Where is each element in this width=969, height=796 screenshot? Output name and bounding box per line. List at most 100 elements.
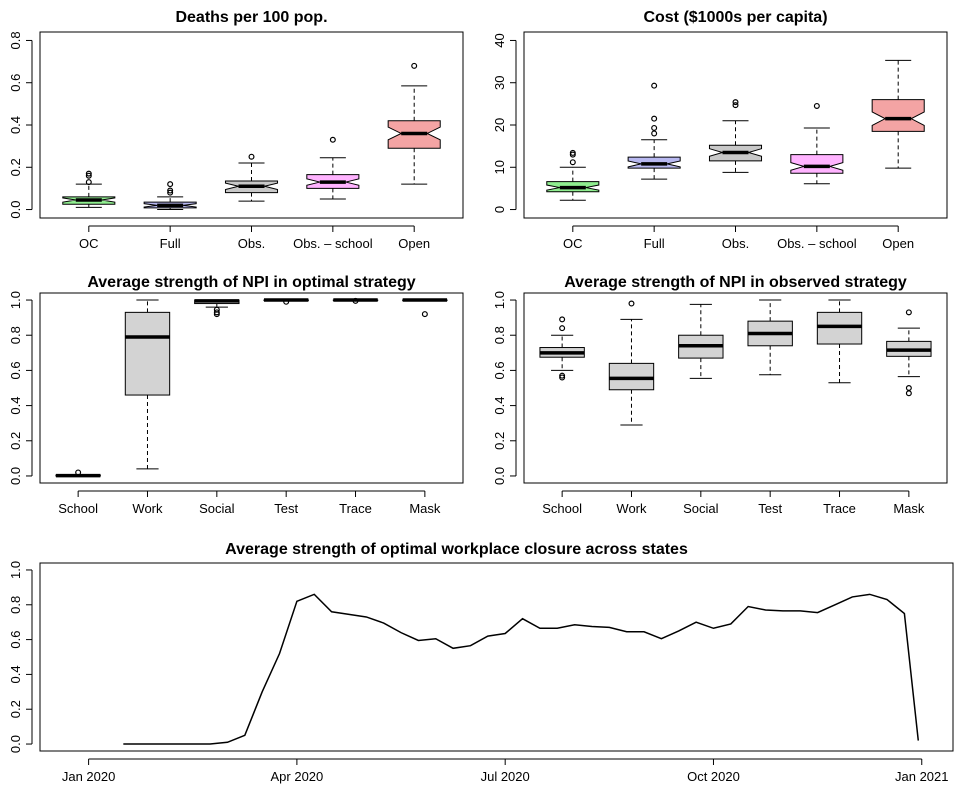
outlier-point xyxy=(75,469,82,476)
outlier-point xyxy=(329,136,336,143)
y-tick-label: 0.6 xyxy=(8,361,23,379)
x-tick-label: Mask xyxy=(409,501,441,516)
outlier-point xyxy=(421,311,428,318)
y-tick-label: 0.8 xyxy=(8,326,23,344)
x-tick-label: Social xyxy=(199,501,235,516)
x-tick-label: OC xyxy=(563,236,583,251)
y-tick-label: 0.6 xyxy=(8,74,23,92)
y-tick-label: 0.4 xyxy=(8,116,23,134)
outlier-point xyxy=(167,187,174,194)
outlier-point xyxy=(85,172,92,179)
outlier-point xyxy=(85,170,92,177)
y-tick-label: 0.8 xyxy=(8,31,23,49)
x-tick-label: Work xyxy=(616,501,647,516)
y-tick-label: 1.0 xyxy=(492,291,507,309)
y-tick-label: 1.0 xyxy=(8,561,23,579)
x-tick-label: Jul 2020 xyxy=(481,769,530,784)
outlier-point xyxy=(352,297,359,304)
outlier-point xyxy=(85,179,92,186)
y-tick-label: 0.0 xyxy=(492,467,507,485)
box-work xyxy=(608,362,655,391)
y-tick-label: 10 xyxy=(492,160,507,174)
outlier-point xyxy=(651,82,658,89)
y-tick-label: 0.8 xyxy=(492,326,507,344)
x-tick-label: School xyxy=(58,501,98,516)
x-tick-label: Obs. xyxy=(238,236,265,251)
plot-frame xyxy=(39,31,464,219)
chart-title: Average strength of NPI in observed stra… xyxy=(564,274,907,291)
y-tick-label: 0.2 xyxy=(8,158,23,176)
y-tick-label: 0.6 xyxy=(8,631,23,649)
y-tick-label: 40 xyxy=(492,33,507,47)
y-tick-label: 30 xyxy=(492,75,507,89)
y-tick-label: 0.0 xyxy=(8,201,23,219)
box-open xyxy=(871,99,925,132)
x-tick-label: Open xyxy=(882,236,914,251)
y-tick-label: 0.4 xyxy=(492,397,507,415)
x-tick-label: Full xyxy=(160,236,181,251)
x-tick-label: Jan 2021 xyxy=(895,769,949,784)
plot-frame xyxy=(523,292,948,484)
x-tick-label: OC xyxy=(79,236,99,251)
outlier-point xyxy=(213,306,220,313)
outlier-point xyxy=(813,102,820,109)
outlier-point xyxy=(559,316,566,323)
x-tick-label: Jan 2020 xyxy=(62,769,116,784)
outlier-point xyxy=(905,385,912,392)
plot-frame xyxy=(39,292,464,484)
panel-workplace-closure: Average strength of optimal workplace cl… xyxy=(8,541,954,784)
x-tick-label: Apr 2020 xyxy=(271,769,324,784)
y-tick-label: 1.0 xyxy=(8,291,23,309)
outlier-point xyxy=(559,325,566,332)
chart-title: Cost ($1000s per capita) xyxy=(643,9,827,26)
x-tick-label: Work xyxy=(132,501,163,516)
x-tick-label: Obs. – school xyxy=(777,236,857,251)
y-tick-label: 0.6 xyxy=(492,361,507,379)
x-tick-label: Test xyxy=(758,501,782,516)
chart-title: Average strength of NPI in optimal strat… xyxy=(87,274,415,291)
box-work xyxy=(124,311,171,396)
chart-title: Deaths per 100 pop. xyxy=(175,9,327,26)
x-tick-label: Test xyxy=(274,501,298,516)
y-tick-label: 0.0 xyxy=(8,735,23,753)
panel-optimal-npi: Average strength of NPI in optimal strat… xyxy=(8,274,464,516)
y-tick-label: 0.4 xyxy=(8,397,23,415)
x-tick-label: Oct 2020 xyxy=(687,769,740,784)
plot-frame xyxy=(523,31,948,219)
panel-deaths: Deaths per 100 pop. 0.0 0.2 0.4 0.6 0.8 OC Full… xyxy=(8,9,464,251)
y-tick-label: 0.2 xyxy=(492,432,507,450)
outlier-point xyxy=(628,300,635,307)
y-tick-label: 0.8 xyxy=(8,596,23,614)
x-tick-label: Open xyxy=(398,236,430,251)
outlier-point xyxy=(411,62,418,69)
outlier-point xyxy=(283,298,290,305)
outlier-point xyxy=(905,390,912,397)
outlier-point xyxy=(651,124,658,131)
x-tick-label: Obs. – school xyxy=(293,236,373,251)
outlier-point xyxy=(651,115,658,122)
x-tick-label: Obs. xyxy=(722,236,749,251)
outlier-point xyxy=(651,130,658,137)
outlier-point xyxy=(559,372,566,379)
y-tick-label: 0.0 xyxy=(8,467,23,485)
workplace-closure-line xyxy=(123,593,920,745)
x-tick-label: School xyxy=(542,501,582,516)
outlier-point xyxy=(167,189,174,196)
y-tick-label: 20 xyxy=(492,118,507,132)
panel-cost: Cost ($1000s per capita) 0 10 20 30 40 OC Full O… xyxy=(492,9,948,251)
panel-observed-npi: Average strength of NPI in observed stra… xyxy=(492,274,948,516)
outlier-point xyxy=(569,149,576,156)
y-tick-label: 0.2 xyxy=(8,700,23,718)
plot-frame xyxy=(39,562,954,752)
chart-title: Average strength of optimal workplace cl… xyxy=(225,541,688,558)
box-obs-school xyxy=(790,154,844,174)
outlier-point xyxy=(167,181,174,188)
x-tick-label: Trace xyxy=(823,501,856,516)
y-tick-label: 0 xyxy=(492,206,507,213)
x-tick-label: Social xyxy=(683,501,719,516)
box-trace xyxy=(816,311,863,345)
outlier-point xyxy=(905,309,912,316)
outlier-point xyxy=(732,102,739,109)
outlier-point xyxy=(732,99,739,106)
